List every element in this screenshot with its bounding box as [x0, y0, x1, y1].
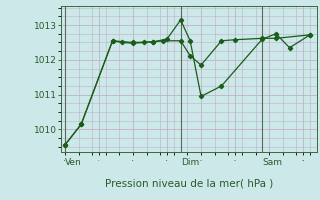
- Text: Ven: Ven: [65, 158, 82, 167]
- Text: Pression niveau de la mer( hPa ): Pression niveau de la mer( hPa ): [105, 178, 273, 188]
- Text: Dim: Dim: [180, 158, 199, 167]
- Text: Sam: Sam: [262, 158, 282, 167]
